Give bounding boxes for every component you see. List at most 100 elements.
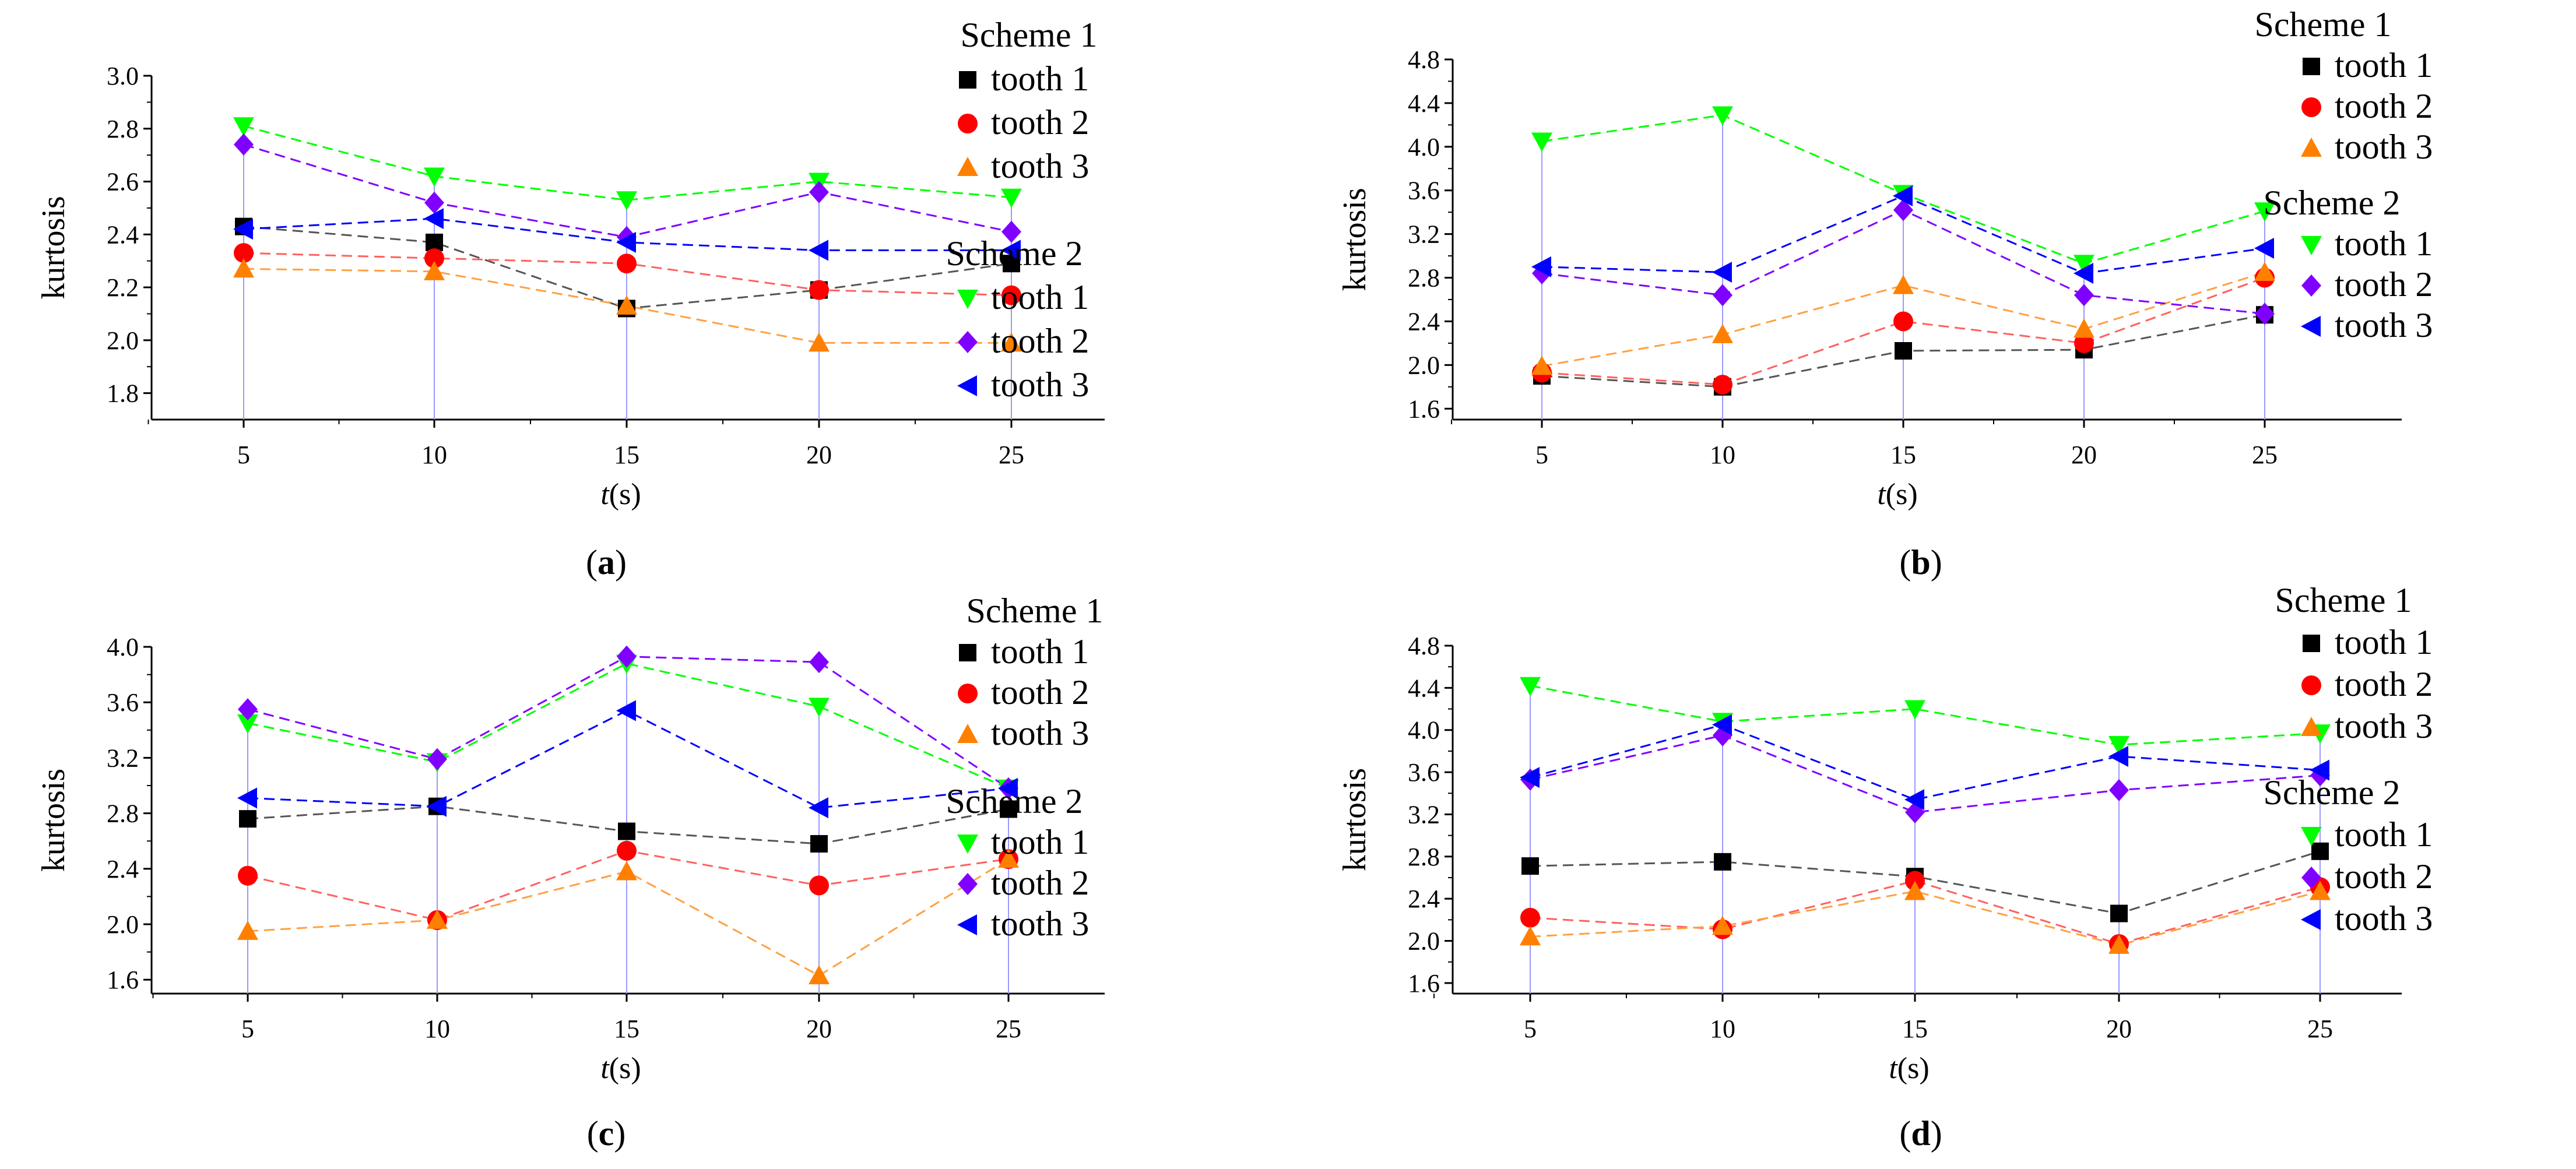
y-tick-label-b: 4.8 [1408,45,1440,74]
legend-entry-c: tooth 3 [991,904,1089,943]
legend-square-marker-c [959,644,976,661]
legend-triangle-up-marker-b [2301,138,2322,157]
triangle-left-marker-a [616,231,636,253]
legend-triangle-left-marker-d [2301,909,2321,930]
series-line-b-2 [1541,271,2265,367]
circle-marker-d [1520,907,1540,928]
y-tick-label-a: 2.2 [107,273,139,302]
circle-marker-c [238,865,258,886]
legend-entry-d: tooth 3 [2335,707,2433,745]
x-tick-label-d: 25 [2307,1015,2333,1043]
series-line-a-2 [243,267,1011,344]
diamond-marker-b [2074,284,2094,307]
panel-d: 1.6 2.0 2.4 2.8 3.2 3.6 4.0 4.4 4.8 5 10 15 20 25 kurt… [1337,581,2433,1153]
legend-entry-c: tooth 1 [991,632,1089,671]
legend-entry-d: tooth 2 [2335,857,2433,896]
y-tick-label-a: 1.8 [107,379,139,408]
circle-marker-b [1713,375,1732,395]
triangle-up-marker-a [424,260,445,280]
y-tick-label-c: 2.4 [107,855,139,883]
y-tick-label-d: 4.8 [1408,632,1440,660]
x-axis-label-variable: t [600,478,610,511]
triangle-up-marker-a [233,258,254,278]
legend-entry-d: tooth 1 [2335,815,2433,854]
caption-a: (a) [586,543,627,582]
legend-triangle-down-marker-b [2301,236,2322,255]
legend-entry-b: tooth 3 [2335,128,2433,166]
y-tick-label-d: 2.0 [1408,927,1440,956]
caption-paren-open: ( [1899,1114,1911,1153]
x-axis-label-b: t(s) [1877,478,1917,511]
square-marker-d [2311,842,2329,860]
square-marker-c [239,810,256,828]
legend-title-scheme2-a: Scheme 2 [946,234,1083,273]
y-tick-label-d: 4.4 [1408,674,1440,702]
x-axis-label-unit: (s) [609,478,641,511]
diamond-marker-b [2255,302,2275,325]
series-line-a-3 [243,125,1012,201]
legend-title-scheme2-d: Scheme 2 [2264,773,2401,812]
diamond-marker-a [1001,220,1021,243]
triangle-up-marker-b [1712,323,1733,343]
series-line-c-5 [247,709,1009,809]
diamond-marker-c [617,645,637,668]
triangle-left-marker-c [237,787,257,809]
y-axis-label-c: kurtosis [36,769,72,872]
square-marker-c [618,822,635,840]
diamond-marker-b [1713,284,1732,307]
triangle-down-marker-a [424,167,445,187]
triangle-down-marker-a [616,191,637,211]
x-tick-label-a: 25 [999,441,1024,469]
panel-a: 1.82.02.22.42.62.83.05 10 15 20 25kurtosist(… [36,16,1105,582]
triangle-left-marker-c [427,795,447,817]
triangle-up-marker-b [1893,274,1914,294]
series-line-d-1 [1530,879,2321,945]
triangle-down-marker-b [2074,255,2094,274]
y-tick-label-d: 3.6 [1408,758,1440,787]
legend-entry-a: tooth 2 [991,322,1089,360]
x-axis-label-unit: (s) [1897,1052,1930,1085]
circle-marker-a [617,253,637,274]
triangle-left-marker-a [809,240,828,261]
y-tick-label-d: 4.0 [1408,716,1440,745]
legend-entry-a: tooth 1 [991,59,1089,98]
square-marker-d [1521,857,1539,875]
legend-triangle-left-marker-b [2301,316,2321,337]
legend-triangle-up-marker-d [2301,717,2322,736]
legend-title-scheme1-d: Scheme 1 [2275,581,2412,619]
legend-square-marker-b [2303,58,2320,75]
series-line-d-2 [1530,890,2321,946]
caption-d: (d) [1899,1114,1942,1153]
x-tick-label-a: 5 [237,441,250,469]
x-tick-label-b: 5 [1535,441,1548,469]
diamond-marker-c [809,651,829,674]
caption-paren-close: ) [615,543,627,582]
x-tick-label-d: 20 [2106,1015,2132,1043]
y-tick-label-b: 2.0 [1408,351,1440,379]
triangle-left-marker-b [2254,237,2274,259]
triangle-up-marker-c [809,965,830,985]
x-tick-label-d: 5 [1524,1015,1537,1043]
legend-title-scheme1-a: Scheme 1 [961,16,1098,54]
y-tick-label-c: 3.6 [107,688,139,717]
diamond-marker-b [1893,199,1913,221]
legend-entry-a: tooth 1 [991,278,1089,316]
circle-marker-d [1905,871,1925,891]
triangle-down-marker-d [2108,736,2129,756]
diamond-marker-a [234,133,254,156]
triangle-up-marker-b [1531,355,1552,375]
square-marker-c [810,835,828,853]
x-tick-label-c: 20 [806,1015,832,1043]
triangle-left-marker-a [1001,240,1021,261]
x-axis-label-variable: t [1889,1052,1898,1085]
square-marker-d [1714,853,1731,871]
legend-diamond-marker-c [958,873,978,895]
y-tick-label-b: 4.4 [1408,89,1440,118]
triangle-up-marker-c [237,920,258,940]
legend-circle-marker-d [2301,675,2321,695]
triangle-up-marker-c [616,861,637,881]
square-marker-b [1895,342,1912,360]
